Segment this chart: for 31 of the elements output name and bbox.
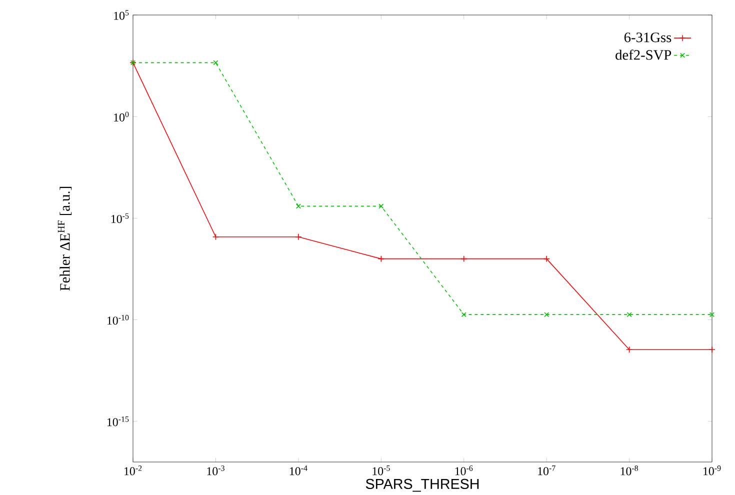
x-axis-title: SPARS_THRESH	[366, 478, 479, 492]
point	[296, 204, 301, 209]
x-tick-label: 10$^{-6}$	[455, 466, 473, 476]
y-tick-label: 10$^{0}$	[114, 112, 129, 122]
point	[461, 312, 466, 318]
point	[295, 234, 302, 240]
point	[543, 255, 550, 262]
legend-label: 6-31Gss	[624, 32, 672, 42]
point	[708, 346, 716, 353]
x-tick-label: 10$^{-9}$	[704, 466, 721, 476]
point	[626, 312, 632, 318]
y-tick-label: 10$^{-10}$	[107, 314, 129, 325]
legend-label: def2-SVP	[616, 50, 672, 60]
point	[378, 204, 384, 209]
x-tick-label: 10$^{-3}$	[207, 466, 224, 476]
point	[626, 346, 633, 353]
point	[378, 255, 385, 262]
x-tick-label: 10$^{-2}$	[124, 466, 142, 476]
x-tick-label: 10$^{-8}$	[620, 466, 638, 476]
point	[709, 312, 715, 318]
point	[213, 60, 218, 66]
x-tick-label: 10$^{-5}$	[372, 466, 390, 476]
point	[460, 255, 468, 262]
y-tick-label: 10$^{-15}$	[107, 416, 129, 426]
y-tick-label: 10$^{5}$	[114, 10, 129, 20]
y-axis-title: Fehler ΔE$^{HF}$ [a.u.]	[58, 186, 72, 291]
point	[544, 312, 550, 318]
y-tick-label: 10$^{-5}$	[111, 213, 129, 224]
point	[212, 234, 220, 240]
x-tick-label: 10$^{-4}$	[290, 466, 308, 476]
x-tick-label: 10$^{-7}$	[538, 466, 556, 476]
